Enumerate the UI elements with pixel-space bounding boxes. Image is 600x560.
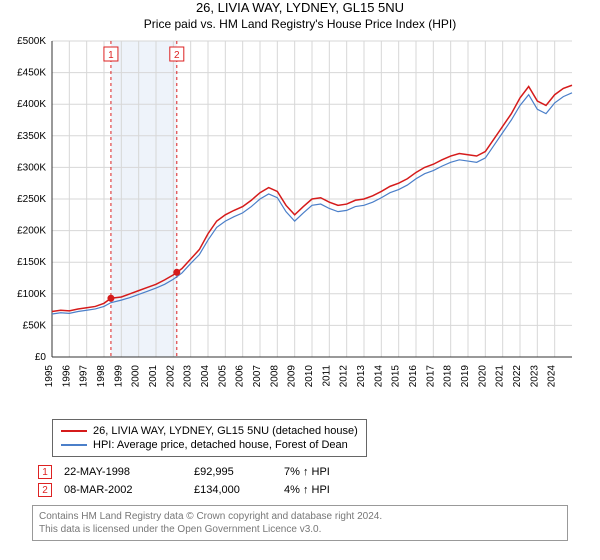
svg-text:1999: 1999 <box>113 365 124 388</box>
svg-text:£50K: £50K <box>23 320 47 331</box>
svg-text:2: 2 <box>174 50 180 61</box>
transaction-pct: 7% ↑ HPI <box>284 466 364 478</box>
svg-text:1996: 1996 <box>61 365 72 388</box>
svg-text:£350K: £350K <box>17 131 46 142</box>
svg-text:2000: 2000 <box>131 365 142 388</box>
transaction-pct: 4% ↑ HPI <box>284 484 364 496</box>
transaction-marker: 1 <box>38 465 52 479</box>
svg-text:2017: 2017 <box>425 365 436 388</box>
table-row: 1 22-MAY-1998 £92,995 7% ↑ HPI <box>38 463 600 481</box>
svg-text:1997: 1997 <box>79 365 90 388</box>
svg-text:2014: 2014 <box>373 365 384 388</box>
transaction-marker: 2 <box>38 483 52 497</box>
svg-text:2016: 2016 <box>408 365 419 388</box>
legend-row: HPI: Average price, detached house, Fore… <box>61 438 358 452</box>
svg-text:2008: 2008 <box>269 365 280 388</box>
svg-text:2024: 2024 <box>547 365 558 388</box>
svg-text:1: 1 <box>108 50 114 61</box>
transaction-price: £134,000 <box>194 484 284 496</box>
footer: Contains HM Land Registry data © Crown c… <box>32 505 568 541</box>
legend-swatch <box>61 444 87 446</box>
footer-line: This data is licensed under the Open Gov… <box>39 523 561 536</box>
svg-text:£500K: £500K <box>17 36 46 47</box>
svg-text:£0: £0 <box>35 352 47 363</box>
svg-text:£450K: £450K <box>17 68 46 79</box>
svg-text:2015: 2015 <box>391 365 402 388</box>
transaction-date: 08-MAR-2002 <box>64 484 194 496</box>
svg-text:2013: 2013 <box>356 365 367 388</box>
legend-label: HPI: Average price, detached house, Fore… <box>93 439 348 451</box>
svg-text:2004: 2004 <box>200 365 211 388</box>
svg-text:1995: 1995 <box>44 365 55 388</box>
svg-text:£300K: £300K <box>17 162 46 173</box>
svg-text:2011: 2011 <box>321 365 332 387</box>
table-row: 2 08-MAR-2002 £134,000 4% ↑ HPI <box>38 481 600 499</box>
svg-text:2010: 2010 <box>304 365 315 388</box>
svg-text:£150K: £150K <box>17 257 46 268</box>
svg-text:£100K: £100K <box>17 289 46 300</box>
transactions-table: 1 22-MAY-1998 £92,995 7% ↑ HPI 2 08-MAR-… <box>38 463 600 499</box>
svg-text:2012: 2012 <box>339 365 350 388</box>
page-title: 26, LIVIA WAY, LYDNEY, GL15 5NU <box>0 0 600 15</box>
svg-text:2005: 2005 <box>217 365 228 388</box>
svg-text:£250K: £250K <box>17 194 46 205</box>
svg-text:2001: 2001 <box>148 365 159 388</box>
transaction-date: 22-MAY-1998 <box>64 466 194 478</box>
svg-text:2002: 2002 <box>165 365 176 388</box>
svg-text:2018: 2018 <box>443 365 454 388</box>
svg-text:2022: 2022 <box>512 365 523 388</box>
svg-text:2021: 2021 <box>495 365 506 388</box>
legend-label: 26, LIVIA WAY, LYDNEY, GL15 5NU (detache… <box>93 425 358 437</box>
svg-text:2006: 2006 <box>235 365 246 388</box>
svg-text:£200K: £200K <box>17 226 46 237</box>
svg-text:2023: 2023 <box>529 365 540 388</box>
price-chart: £0 £50K £100K £150K £200K £250K £300K £350K £400… <box>0 31 600 415</box>
page-subtitle: Price paid vs. HM Land Registry's House … <box>0 17 600 31</box>
svg-text:2007: 2007 <box>252 365 263 388</box>
legend-swatch <box>61 430 87 432</box>
svg-text:1998: 1998 <box>96 365 107 388</box>
svg-text:2003: 2003 <box>183 365 194 388</box>
svg-text:2009: 2009 <box>287 365 298 388</box>
legend-row: 26, LIVIA WAY, LYDNEY, GL15 5NU (detache… <box>61 424 358 438</box>
footer-line: Contains HM Land Registry data © Crown c… <box>39 510 561 523</box>
svg-text:2020: 2020 <box>477 365 488 388</box>
transaction-price: £92,995 <box>194 466 284 478</box>
svg-text:£400K: £400K <box>17 99 46 110</box>
legend: 26, LIVIA WAY, LYDNEY, GL15 5NU (detache… <box>52 419 367 457</box>
svg-text:2019: 2019 <box>460 365 471 388</box>
